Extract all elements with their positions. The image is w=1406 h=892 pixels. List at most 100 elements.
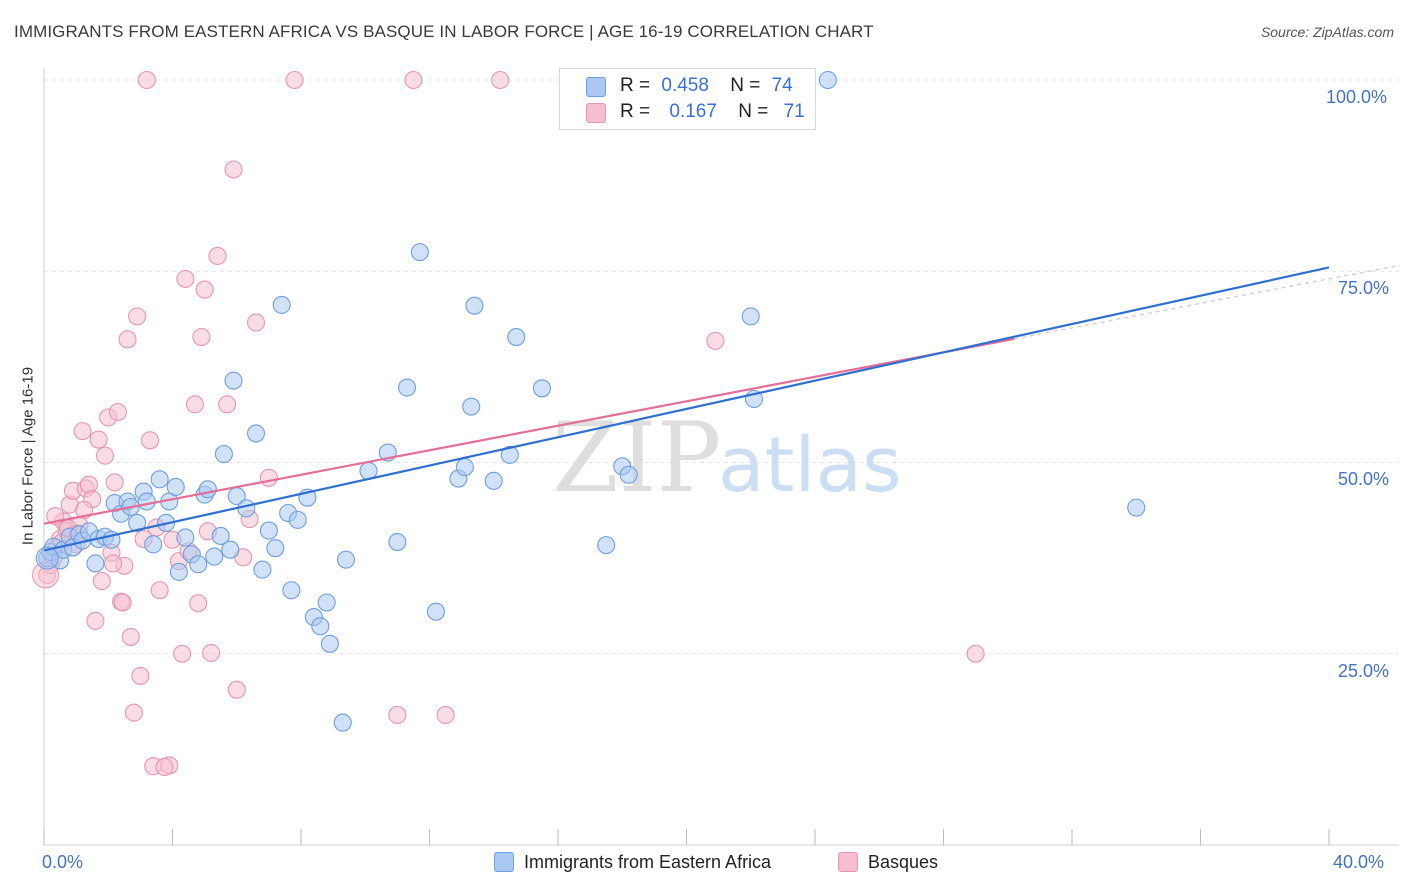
chart-title: IMMIGRANTS FROM EASTERN AFRICA VS BASQUE… — [14, 22, 874, 41]
point-eastern-africa — [224, 371, 243, 390]
point-basques — [224, 160, 243, 179]
bottom-legend-swatch-blue — [494, 852, 514, 872]
point-eastern-africa — [455, 458, 474, 477]
watermark-zip: ZIP — [552, 402, 721, 514]
point-eastern-africa — [198, 480, 217, 499]
legend-n-label: N = — [738, 101, 769, 122]
point-basques — [436, 705, 455, 725]
point-eastern-africa — [410, 243, 429, 262]
point-eastern-africa — [211, 526, 230, 545]
point-basques — [202, 643, 221, 663]
y-tick-label-100: 100.0% — [1326, 87, 1388, 107]
point-eastern-africa — [253, 560, 272, 579]
bottom-legend-item-eastern-africa: Immigrants from Eastern Africa — [494, 852, 771, 873]
point-basques — [388, 705, 407, 725]
legend-row-pink: R = 0.167 N = 71 — [620, 101, 805, 125]
point-eastern-africa — [272, 295, 291, 314]
point-eastern-africa — [741, 307, 760, 326]
point-basques — [185, 395, 205, 414]
point-eastern-africa — [500, 445, 519, 464]
point-eastern-africa — [465, 296, 484, 315]
point-basques — [208, 246, 227, 265]
legend-r-value: 0.458 — [661, 75, 709, 96]
point-basques — [108, 402, 127, 422]
legend-swatch-blue — [586, 77, 606, 97]
point-basques — [195, 280, 214, 299]
point-basques — [706, 331, 725, 350]
legend-r-value: 0.167 — [669, 101, 717, 122]
legend-r-label: R = — [620, 101, 651, 122]
point-eastern-africa — [205, 547, 224, 566]
point-basques — [140, 431, 160, 450]
legend-row-blue: R = 0.458 N = 74 — [620, 75, 793, 99]
point-eastern-africa — [597, 536, 616, 555]
point-eastern-africa — [144, 535, 163, 554]
point-basques — [246, 313, 266, 332]
point-eastern-africa — [818, 70, 837, 90]
point-basques — [173, 644, 192, 663]
trend-line-eastern-africa — [43, 266, 1330, 552]
point-basques — [966, 644, 985, 663]
point-basques — [128, 307, 147, 326]
point-eastern-africa — [214, 445, 233, 464]
y-axis-label: In Labor Force | Age 16-19 — [19, 366, 37, 546]
point-eastern-africa — [397, 378, 417, 397]
point-eastern-africa — [507, 327, 526, 347]
legend-swatch-pink — [586, 103, 606, 123]
point-basques — [104, 554, 123, 573]
point-basques — [192, 327, 211, 347]
point-basques — [218, 395, 237, 414]
point-basques — [113, 593, 132, 612]
point-eastern-africa — [259, 521, 278, 540]
point-basques — [105, 473, 124, 492]
legend-n-label: N = — [730, 75, 761, 96]
point-eastern-africa — [128, 513, 147, 532]
x-tick-label-max: 40.0% — [1333, 852, 1385, 872]
point-basques — [155, 757, 174, 777]
bottom-legend-item-basques: Basques — [838, 852, 938, 873]
y-tick-label-50: 50.0% — [1338, 469, 1390, 489]
point-basques — [150, 581, 169, 600]
point-eastern-africa — [166, 477, 185, 497]
point-eastern-africa — [282, 581, 301, 600]
point-basques — [89, 430, 108, 449]
trend-line-basques — [43, 337, 1015, 525]
point-eastern-africa — [150, 470, 169, 489]
point-basques — [137, 70, 156, 90]
point-eastern-africa — [35, 546, 59, 570]
legend-n-value: 74 — [771, 75, 793, 96]
point-eastern-africa — [320, 634, 339, 653]
point-eastern-africa — [462, 397, 481, 416]
point-basques — [176, 269, 195, 288]
point-eastern-africa — [426, 602, 445, 621]
point-basques — [131, 666, 150, 685]
point-eastern-africa — [169, 562, 188, 581]
point-eastern-africa — [221, 540, 240, 559]
point-eastern-africa — [317, 593, 336, 612]
point-eastern-africa — [1127, 498, 1146, 517]
point-eastern-africa — [137, 492, 156, 511]
stats-legend: R = 0.458 N = 74 R = 0.167 N = 71 — [559, 68, 816, 130]
point-basques — [404, 70, 423, 90]
point-eastern-africa — [333, 713, 352, 732]
point-basques — [73, 422, 92, 441]
point-basques — [259, 468, 278, 487]
point-basques — [189, 594, 208, 613]
point-basques — [491, 70, 510, 90]
watermark-atlas: atlas — [718, 420, 902, 509]
point-eastern-africa — [388, 533, 407, 552]
point-eastern-africa — [288, 510, 307, 529]
watermark-logo: ZIP atlas — [552, 402, 902, 514]
point-basques — [227, 680, 246, 699]
trend-line-basques-extension — [1014, 264, 1400, 340]
x-tick-label-min: 0.0% — [42, 852, 84, 872]
point-eastern-africa — [266, 539, 285, 558]
point-eastern-africa — [176, 528, 195, 547]
y-tick-label-75: 75.0% — [1338, 278, 1390, 298]
point-basques — [86, 611, 105, 630]
legend-r-label: R = — [620, 75, 651, 96]
point-eastern-africa — [246, 424, 266, 443]
point-basques — [121, 627, 140, 646]
point-eastern-africa — [484, 471, 503, 490]
